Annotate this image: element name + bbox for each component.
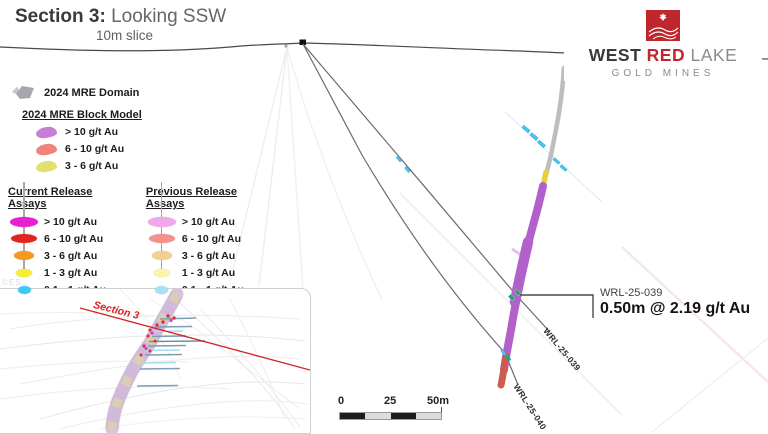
legend-previous-assays: Previous Release Assays > 10 g/t Au 6 - … <box>145 182 268 298</box>
assay-markers <box>395 124 568 362</box>
block-6-10-chip <box>35 142 58 156</box>
title-slice: 10m slice <box>96 28 154 43</box>
legend-previous-title: Previous Release Assays <box>145 186 238 210</box>
block-3-6-chip <box>35 159 58 173</box>
legend-row-label: 3 - 6 g/t Au <box>181 249 236 262</box>
callout-leader-line <box>520 294 594 318</box>
legend-row: 3 - 6 g/t Au <box>8 247 124 264</box>
domain-gray-segment <box>543 65 567 178</box>
legend-row-label: 6 - 10 g/t Au <box>181 232 242 245</box>
scale-segment <box>415 413 441 419</box>
watermark: ©ES <box>2 278 22 287</box>
assay-chip <box>11 234 37 243</box>
maple-leaf-icon <box>659 13 667 21</box>
legend-domain-label: 2024 MRE Domain <box>44 86 140 99</box>
legend-current-title: Current Release Assays <box>8 186 93 210</box>
inset-plan-map[interactable] <box>0 288 311 434</box>
legend-row-label: 3 - 6 g/t Au <box>44 249 98 262</box>
legend-domain-row: 2024 MRE Domain <box>10 84 268 101</box>
legend-row-label: 1 - 3 g/t Au <box>44 266 98 279</box>
assay-chip <box>151 251 172 260</box>
legend-row: 1 - 3 g/t Au <box>146 264 268 281</box>
logo-wordmark: WEST RED LAKE <box>568 45 758 66</box>
scale-bar-segments <box>339 412 442 420</box>
mre-domain-icon <box>12 86 34 99</box>
legend-row: 6 - 10 g/t Au <box>8 230 124 247</box>
legend-row-label: 1 - 3 g/t Au <box>181 266 236 279</box>
domain-red-tip <box>497 352 510 389</box>
assay-chip <box>148 234 175 243</box>
scale-bar: 0 25 50m <box>332 395 452 420</box>
logo-icon <box>646 10 680 41</box>
legend-row: > 10 g/t Au <box>8 213 124 230</box>
legend-block-model-title: 2024 MRE Block Model <box>22 109 142 121</box>
legend-row-label: 3 - 6 g/t Au <box>65 160 119 172</box>
assay-chip <box>14 251 34 260</box>
assay-chip <box>17 285 31 294</box>
legend-row: > 10 g/t Au <box>35 125 268 139</box>
logo-lake: LAKE <box>690 45 738 65</box>
scale-segment <box>365 413 391 419</box>
block-gt10-chip <box>35 125 58 139</box>
scale-tick-25: 25 <box>384 395 397 407</box>
callout-hole-id: WRL-25-039 <box>600 287 663 299</box>
scale-tick-50m: 50m <box>427 395 450 407</box>
drillhole-line-glyph <box>160 182 163 277</box>
legend-row-label: 6 - 10 g/t Au <box>44 232 104 245</box>
drillhole-line-glyph <box>23 182 25 277</box>
intercept-callout: WRL-25-039 0.50m @ 2.19 g/t Au <box>600 287 750 318</box>
legend-row-label: > 10 g/t Au <box>44 215 97 228</box>
inset-collar-dots <box>139 314 176 357</box>
assay-chip <box>153 268 170 277</box>
legend-row: 3 - 6 g/t Au <box>146 247 268 264</box>
assay-chip <box>155 285 169 294</box>
legend-row-label: 6 - 10 g/t Au <box>65 143 125 155</box>
legend-current-assays: Current Release Assays > 10 g/t Au 6 - 1… <box>8 182 124 298</box>
logo-red: RED <box>646 45 686 65</box>
legend-row: > 10 g/t Au <box>146 213 268 230</box>
assay-chip <box>147 216 176 227</box>
callout-interval: 0.50m @ 2.19 g/t Au <box>600 299 751 317</box>
legend-row-label: > 10 g/t Au <box>65 126 118 138</box>
inset-faint-traces <box>0 289 309 430</box>
inset-map-graphic <box>0 289 310 433</box>
legend-row: 6 - 10 g/t Au <box>146 230 268 247</box>
title-view: Looking SSW <box>111 6 227 27</box>
assay-chip <box>16 268 32 277</box>
scale-tick-0: 0 <box>338 395 345 407</box>
scale-segment <box>390 413 416 419</box>
collar-dot-secondary <box>284 44 288 48</box>
legend-row: 1 - 3 g/t Au <box>8 264 124 281</box>
scale-end-tick <box>441 407 442 413</box>
legend-row: 6 - 10 g/t Au <box>35 142 268 156</box>
legend: 2024 MRE Domain 2024 MRE Block Model > 1… <box>8 84 268 298</box>
drill-trace-wrl-25-040[interactable] <box>302 43 519 386</box>
legend-row: 3 - 6 g/t Au <box>35 159 268 173</box>
collar-marker <box>299 39 306 45</box>
drill-trace-wrl-25-039[interactable] <box>302 43 550 332</box>
company-logo: WEST RED LAKE GOLD MINES <box>564 10 762 81</box>
title-section: Section 3: <box>15 6 106 27</box>
inset-section-line <box>79 307 310 371</box>
page-title: Section 3: Looking SSW <box>15 6 226 28</box>
assay-chip <box>10 216 38 227</box>
logo-west: WEST <box>588 45 642 65</box>
logo-tagline: GOLD MINES <box>611 68 715 79</box>
legend-row-label: > 10 g/t Au <box>181 215 235 228</box>
scale-segment <box>340 413 366 419</box>
